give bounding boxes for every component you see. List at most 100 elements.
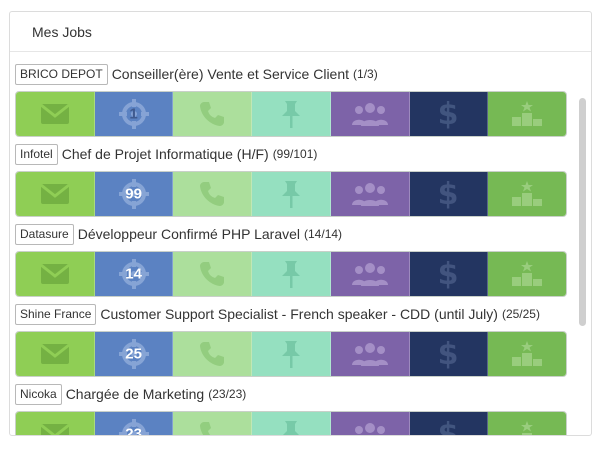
step-pinned[interactable] bbox=[252, 412, 331, 435]
step-applied[interactable] bbox=[16, 332, 95, 376]
envelope-icon bbox=[39, 343, 70, 364]
job-count: (1/3) bbox=[353, 67, 378, 81]
step-offer[interactable]: $ bbox=[409, 412, 489, 435]
step-hired[interactable] bbox=[488, 332, 566, 376]
step-count: 1 bbox=[129, 105, 138, 123]
step-hired[interactable] bbox=[488, 412, 566, 435]
job-header: Shine France Customer Support Specialist… bbox=[15, 302, 567, 326]
step-applied[interactable] bbox=[16, 412, 95, 435]
company-badge[interactable]: Shine France bbox=[15, 303, 97, 325]
company-badge[interactable]: BRICO DEPOT bbox=[15, 63, 108, 85]
step-called[interactable] bbox=[173, 332, 253, 376]
target-icon bbox=[118, 339, 149, 369]
step-called[interactable] bbox=[173, 252, 253, 296]
job-item: Infotel Chef de Projet Informatique (H/F… bbox=[15, 142, 567, 217]
step-hired[interactable] bbox=[488, 92, 566, 136]
step-interview[interactable] bbox=[330, 332, 410, 376]
job-count: (23/23) bbox=[208, 387, 247, 401]
target-icon bbox=[118, 99, 149, 129]
dollar-icon: $ bbox=[438, 98, 458, 130]
step-applied[interactable] bbox=[16, 252, 95, 296]
jobs-list[interactable]: BRICO DEPOT Conseiller(ère) Vente et Ser… bbox=[10, 52, 591, 435]
step-targeted[interactable]: 25 bbox=[94, 332, 174, 376]
phone-icon bbox=[200, 422, 219, 435]
step-called[interactable] bbox=[173, 92, 253, 136]
svg-text:$: $ bbox=[438, 418, 458, 435]
step-targeted[interactable]: 1 bbox=[94, 92, 174, 136]
company-badge[interactable]: Nicoka bbox=[15, 383, 62, 405]
job-item: Datasure Développeur Confirmé PHP Larave… bbox=[15, 222, 567, 297]
dollar-icon: $ bbox=[438, 178, 458, 210]
podium-icon bbox=[521, 421, 534, 435]
step-interview[interactable] bbox=[330, 252, 410, 296]
job-item: BRICO DEPOT Conseiller(ère) Vente et Ser… bbox=[15, 62, 567, 137]
dollar-icon: $ bbox=[438, 258, 458, 290]
dollar-icon: $ bbox=[438, 338, 458, 370]
jobs-panel: Mes Jobs BRICO DEPOT Conseiller(ère) Ven… bbox=[9, 11, 592, 436]
job-item: Nicoka Chargée de Marketing (23/23) bbox=[15, 382, 567, 435]
step-hired[interactable] bbox=[488, 172, 566, 216]
step-applied[interactable] bbox=[16, 92, 95, 136]
step-offer[interactable]: $ bbox=[409, 332, 489, 376]
pin-icon bbox=[282, 261, 301, 288]
podium-icon bbox=[512, 341, 543, 366]
group-icon bbox=[354, 423, 385, 434]
company-badge[interactable]: Infotel bbox=[15, 143, 58, 165]
step-count: 14 bbox=[125, 265, 142, 283]
step-pinned[interactable] bbox=[252, 252, 331, 296]
phone-icon bbox=[200, 262, 225, 286]
step-count: 25 bbox=[125, 345, 142, 363]
step-offer[interactable]: $ bbox=[409, 172, 489, 216]
dollar-icon: $ bbox=[438, 418, 458, 435]
step-count: 23 bbox=[125, 425, 142, 436]
job-item: Shine France Customer Support Specialist… bbox=[15, 302, 567, 377]
pin-icon bbox=[282, 101, 301, 128]
envelope-icon bbox=[39, 103, 70, 124]
group-icon bbox=[351, 343, 388, 366]
target-icon bbox=[118, 419, 149, 435]
job-header: Datasure Développeur Confirmé PHP Larave… bbox=[15, 222, 567, 246]
step-pinned[interactable] bbox=[252, 92, 331, 136]
job-title[interactable]: Conseiller(ère) Vente et Service Client bbox=[111, 66, 350, 82]
step-interview[interactable] bbox=[330, 412, 410, 435]
pipeline-steps: 23 bbox=[15, 411, 567, 435]
job-count: (25/25) bbox=[501, 307, 540, 321]
panel-title: Mes Jobs bbox=[10, 12, 591, 52]
job-count: (14/14) bbox=[304, 227, 343, 241]
step-pinned[interactable] bbox=[252, 172, 331, 216]
step-pinned[interactable] bbox=[252, 332, 331, 376]
step-targeted[interactable]: 14 bbox=[94, 252, 174, 296]
job-title[interactable]: Chargée de Marketing bbox=[65, 386, 205, 402]
job-count: (99/101) bbox=[272, 147, 318, 161]
company-badge[interactable]: Datasure bbox=[15, 223, 74, 245]
step-interview[interactable] bbox=[330, 92, 410, 136]
svg-text:$: $ bbox=[438, 338, 458, 370]
step-targeted[interactable]: 23 bbox=[94, 412, 174, 436]
job-header: Infotel Chef de Projet Informatique (H/F… bbox=[15, 142, 567, 166]
step-called[interactable] bbox=[173, 412, 253, 435]
step-interview[interactable] bbox=[330, 172, 410, 216]
phone-icon bbox=[200, 342, 225, 366]
step-hired[interactable] bbox=[488, 252, 566, 296]
job-title[interactable]: Chef de Projet Informatique (H/F) bbox=[61, 146, 269, 162]
pin-icon bbox=[282, 181, 301, 208]
svg-text:$: $ bbox=[438, 258, 458, 290]
step-targeted[interactable]: 99 bbox=[94, 172, 174, 216]
job-header: BRICO DEPOT Conseiller(ère) Vente et Ser… bbox=[15, 62, 567, 86]
pin-icon bbox=[282, 341, 301, 368]
job-title[interactable]: Développeur Confirmé PHP Laravel bbox=[77, 226, 301, 242]
step-count: 99 bbox=[125, 185, 142, 203]
phone-icon bbox=[200, 102, 225, 126]
step-offer[interactable]: $ bbox=[409, 252, 489, 296]
pipeline-steps: 1 bbox=[15, 91, 567, 137]
job-title[interactable]: Customer Support Specialist - French spe… bbox=[100, 306, 498, 322]
svg-text:$: $ bbox=[438, 178, 458, 210]
podium-icon bbox=[512, 181, 543, 206]
scrollbar[interactable] bbox=[579, 98, 586, 326]
target-icon bbox=[118, 259, 149, 289]
step-offer[interactable]: $ bbox=[409, 92, 489, 136]
podium-icon bbox=[512, 101, 543, 126]
step-called[interactable] bbox=[173, 172, 253, 216]
step-applied[interactable] bbox=[16, 172, 95, 216]
envelope-icon bbox=[39, 263, 70, 284]
